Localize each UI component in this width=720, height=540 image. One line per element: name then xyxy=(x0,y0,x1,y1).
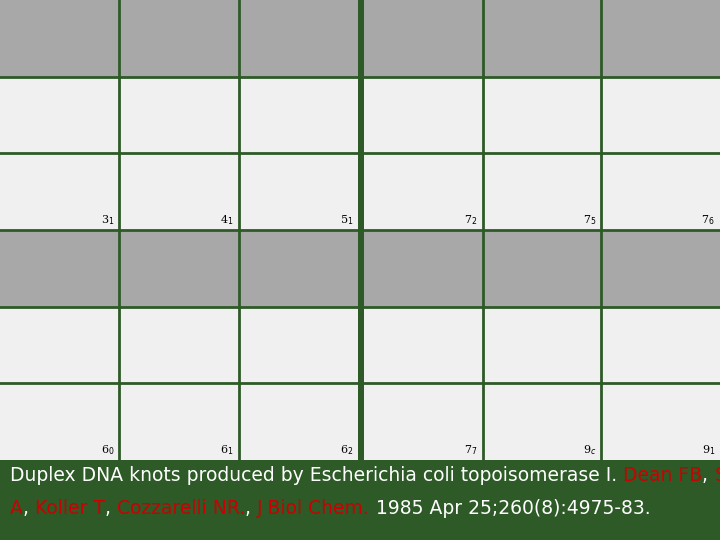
Text: Dean FB: Dean FB xyxy=(623,466,703,485)
Text: 4$_1$: 4$_1$ xyxy=(220,213,234,227)
Text: 7$_5$: 7$_5$ xyxy=(583,213,596,227)
Text: 6$_2$: 6$_2$ xyxy=(340,443,353,457)
Text: Stasiak: Stasiak xyxy=(714,466,720,485)
Bar xyxy=(0,77,358,153)
Bar xyxy=(364,230,720,307)
Text: 6$_0$: 6$_0$ xyxy=(101,443,114,457)
Bar xyxy=(0,460,720,540)
Bar xyxy=(364,307,720,383)
Text: J Biol Chem.: J Biol Chem. xyxy=(257,499,370,518)
Bar xyxy=(0,153,358,230)
Text: Duplex DNA knots produced by Escherichia coli topoisomerase I.: Duplex DNA knots produced by Escherichia… xyxy=(10,466,623,485)
Bar xyxy=(364,0,720,77)
Bar xyxy=(364,383,720,460)
Text: ,: , xyxy=(23,499,35,518)
Bar xyxy=(0,0,358,77)
Text: A: A xyxy=(10,499,23,518)
Text: Cozzarelli NR.: Cozzarelli NR. xyxy=(117,499,245,518)
Bar xyxy=(364,77,720,153)
Text: ,: , xyxy=(105,499,117,518)
Text: 7$_2$: 7$_2$ xyxy=(464,213,477,227)
Bar xyxy=(0,307,358,383)
Bar xyxy=(0,383,358,460)
Text: ,: , xyxy=(703,466,714,485)
Text: 5$_1$: 5$_1$ xyxy=(340,213,353,227)
Bar xyxy=(0,230,358,307)
Text: 9$_1$: 9$_1$ xyxy=(701,443,715,457)
Text: 1985 Apr 25;260(8):4975-83.: 1985 Apr 25;260(8):4975-83. xyxy=(370,499,650,518)
Bar xyxy=(364,153,720,230)
Bar xyxy=(358,0,364,460)
Text: ,: , xyxy=(245,499,257,518)
Text: 3$_1$: 3$_1$ xyxy=(101,213,114,227)
Text: 9$_c$: 9$_c$ xyxy=(583,443,596,457)
Text: 6$_1$: 6$_1$ xyxy=(220,443,234,457)
Text: 7$_6$: 7$_6$ xyxy=(701,213,715,227)
Text: 7$_7$: 7$_7$ xyxy=(464,443,477,457)
Text: Koller T: Koller T xyxy=(35,499,105,518)
